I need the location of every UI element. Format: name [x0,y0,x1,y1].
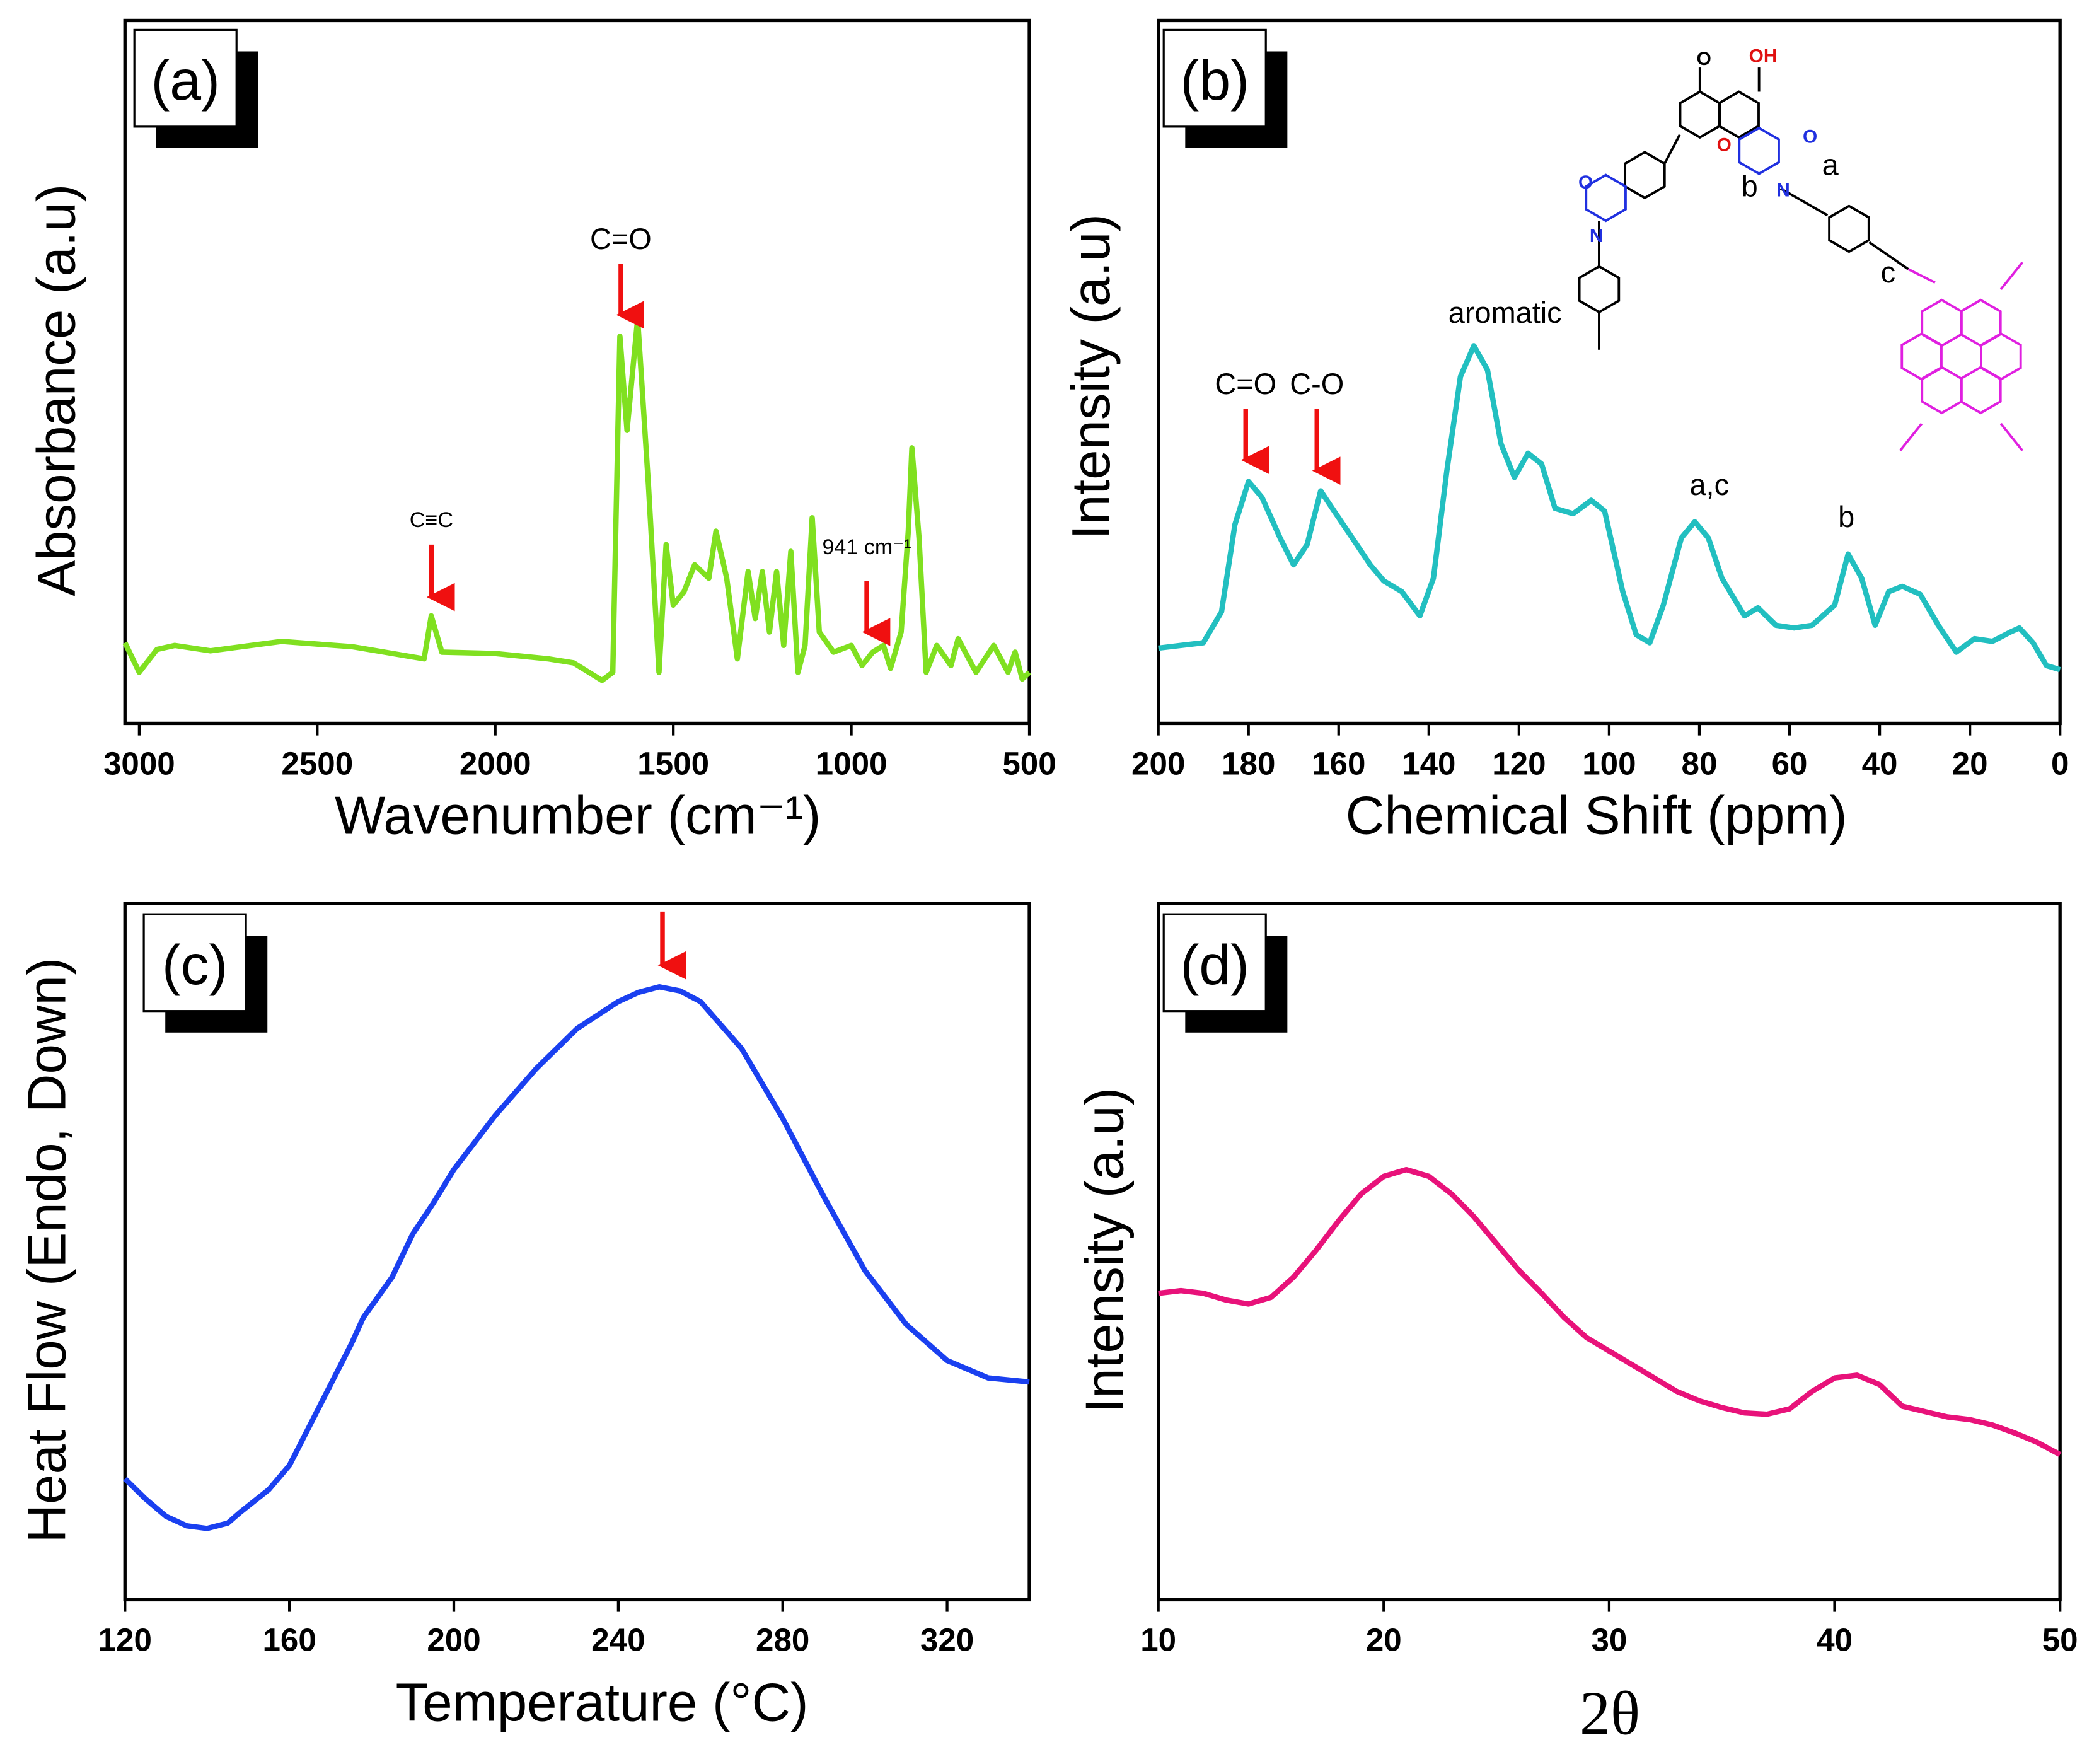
x-tick-label: 80 [1682,745,1718,781]
x-tick-label: 0 [2051,745,2069,781]
x-tick-label: 180 [1222,745,1275,781]
y-axis-title: Absorbance (a.u) [26,184,86,596]
structure-ring [1921,298,1963,347]
structure-ring [1921,366,1963,415]
structure-label: a [1822,149,1839,182]
x-axis-title: 2θ [1580,1680,1640,1748]
x-tick-label: 3000 [103,745,175,781]
x-tick-label: 200 [427,1622,480,1657]
x-tick-label: 140 [1402,745,1455,781]
x-tick-label: 240 [591,1622,645,1657]
structure-label: O [1717,134,1732,155]
structure-ring [1980,332,2022,381]
x-tick-label: 40 [1817,1622,1853,1657]
panel-label-box [1162,913,1267,1013]
x-tick-label: 2000 [460,745,531,781]
structure-label: O [1697,49,1711,69]
x-axis-title: Chemical Shift (ppm) [1346,786,1847,845]
x-tick-label: 100 [1582,745,1636,781]
data-line [1158,343,2061,673]
x-tick-label: 280 [756,1622,809,1657]
structure-bond [1899,422,1923,451]
x-axis-title: Temperature (°C) [396,1673,809,1732]
structure-ring [1960,298,2002,347]
x-tick-label: 20 [1952,745,1988,781]
structure-ring [1900,332,1943,381]
structure-label: N [1776,180,1790,201]
y-axis-title: Intensity (a.u) [1061,214,1121,540]
x-tick-label: 1000 [816,745,888,781]
x-tick-label: 20 [1366,1622,1402,1657]
structure-ring [1624,151,1666,200]
structure-ring [1679,90,1721,139]
data-line [122,316,1031,683]
x-tick-label: 160 [1312,745,1365,781]
x-tick-label: 10 [1140,1622,1176,1657]
annotation: C=O [1215,368,1276,400]
structure-ring [1960,366,2002,415]
panel-label: (b) [1181,49,1249,112]
panel-label-box [142,913,247,1013]
annotation: 941 cm⁻¹ [822,535,911,559]
structure-bond [1868,241,1909,270]
x-tick-label: 40 [1862,745,1898,781]
panel-label: (c) [162,933,228,996]
x-tick-label: 30 [1591,1622,1627,1657]
x-tick-label: 200 [1131,745,1185,781]
structure-ring [1718,90,1760,139]
x-tick-label: 160 [262,1622,316,1657]
y-axis-title: Intensity (a.u) [1075,1088,1135,1413]
x-tick-label: 2500 [281,745,353,781]
structure-label: O [1578,172,1593,193]
plot-frame [123,902,1031,1602]
structure-bond [1779,187,1829,217]
x-axis-title: Wavenumber (cm⁻¹) [335,786,821,845]
panel-label-box [1162,28,1267,128]
structure-label: c [1881,256,1895,289]
structure-ring [1828,204,1870,253]
structure-label: N [1590,226,1604,247]
x-tick-label: 320 [920,1622,974,1657]
annotation: C=O [590,223,652,255]
structure-bond [1999,262,2023,291]
y-axis-title: Heat Flow (Endo, Down) [18,958,78,1543]
panel-label: (d) [1181,933,1249,996]
x-tick-label: 1500 [637,745,709,781]
structure-bond [1999,422,2023,451]
x-tick-label: 120 [98,1622,152,1657]
structure-ring [1578,265,1621,314]
structure-label: OH [1749,46,1778,67]
structure-ring [1738,126,1780,175]
annotation: C-O [1290,368,1344,400]
x-tick-label: 120 [1492,745,1546,781]
annotation: aromatic [1448,296,1562,329]
x-tick-label: 500 [1002,745,1056,781]
annotation: C≡C [410,508,453,532]
panel-label: (a) [151,49,219,112]
plot-frame [123,18,1031,726]
structure-bond [1907,268,1936,284]
x-tick-label: 50 [2042,1622,2078,1657]
structure-label: O [1803,126,1817,147]
panel-label-box [133,28,238,128]
data-line [1158,1166,2062,1457]
data-line [123,984,1030,1531]
structure-ring [1585,173,1627,223]
structure-label: b [1742,170,1758,203]
annotation: a,c [1689,468,1729,501]
plot-frame [1157,902,2062,1602]
annotation: b [1838,501,1854,533]
structure-bond [1663,134,1681,164]
x-tick-label: 60 [1772,745,1808,781]
